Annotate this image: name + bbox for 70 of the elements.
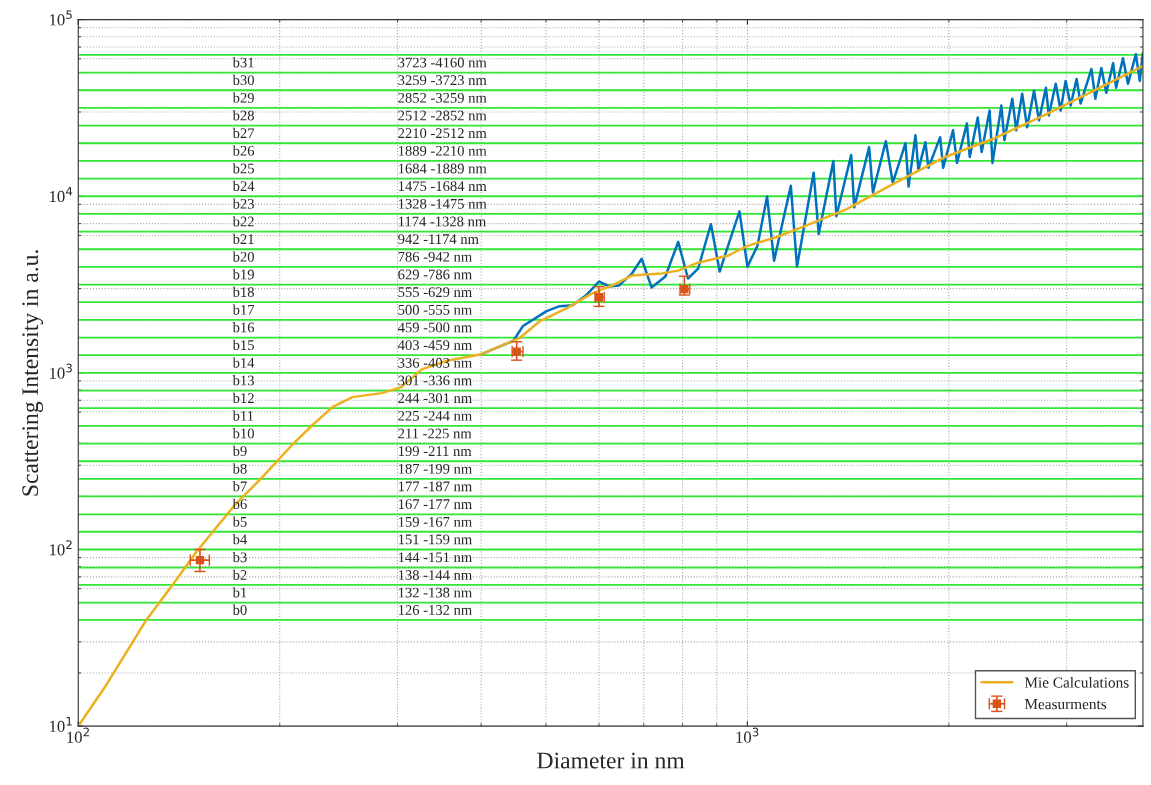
annotation: b13 xyxy=(232,375,254,386)
annotation: 555 -629 nm xyxy=(398,287,472,298)
legend-label: Mie Calculations xyxy=(1024,676,1129,688)
annotation: b11 xyxy=(232,410,254,421)
annotation: b5 xyxy=(232,516,247,527)
annotation: b8 xyxy=(232,463,247,474)
annotation: b18 xyxy=(232,286,254,298)
annotation: b25 xyxy=(232,163,254,174)
annotation: 132 -138 nm xyxy=(398,587,472,598)
annotation: b30 xyxy=(232,74,254,86)
annotation: 2512 -2852 nm xyxy=(398,110,487,121)
annotation: 159 -167 nm xyxy=(398,516,472,527)
annotation: 187 -199 nm xyxy=(398,463,472,474)
annotation: 177 -187 nm xyxy=(398,481,472,492)
annotation: b23 xyxy=(232,198,254,209)
y-tick-label: 10$^{1}$ xyxy=(50,716,72,732)
y-tick-label: 10$^{5}$ xyxy=(50,10,72,26)
annotation: b21 xyxy=(232,233,254,245)
annotation: b7 xyxy=(232,481,247,492)
annotation: 629 -786 nm xyxy=(398,269,472,280)
annotation: 1328 -1475 nm xyxy=(398,198,487,209)
annotation: b28 xyxy=(232,110,254,121)
annotation: 500 -555 nm xyxy=(398,304,472,315)
annotation: b27 xyxy=(232,127,255,139)
annotation: 138 -144 nm xyxy=(398,570,472,580)
annotation: b26 xyxy=(232,145,255,156)
x-axis-title: Diameter in nm xyxy=(537,752,685,769)
annotation: b15 xyxy=(232,339,254,351)
annotation: 1889 -2210 nm xyxy=(398,145,487,156)
annotation: b14 xyxy=(232,357,255,368)
annotation: b31 xyxy=(232,57,254,68)
annotation: 199 -211 nm xyxy=(398,446,472,457)
annotation: 786 -942 nm xyxy=(398,251,472,262)
annotation: 1684 -1889 nm xyxy=(398,163,487,174)
annotation: 151 -159 nm xyxy=(398,534,472,545)
annotation: 244 -301 nm xyxy=(398,393,472,404)
annotation: 942 -1174 nm xyxy=(398,234,479,245)
annotation: b19 xyxy=(232,269,254,280)
y-tick-label: 10$^{3}$ xyxy=(50,363,72,379)
y-tick-label: 10$^{2}$ xyxy=(50,540,72,556)
annotation: 2852 -3259 nm xyxy=(398,92,487,103)
annotation: b0 xyxy=(232,604,247,615)
annotation: 3723 -4160 nm xyxy=(398,57,487,68)
annotation: b1 xyxy=(232,587,247,598)
annotation: 459 -500 nm xyxy=(397,322,472,333)
y-axis-title: Scattering Intensity in a.u. xyxy=(22,250,44,496)
annotation: b17 xyxy=(232,304,255,315)
annotation: b29 xyxy=(232,92,254,103)
annotation: b16 xyxy=(232,322,255,333)
annotation: b10 xyxy=(232,428,254,439)
y-tick-label: 10$^{4}$ xyxy=(50,187,73,203)
annotation: b4 xyxy=(232,534,247,545)
annotation: b24 xyxy=(232,180,255,192)
legend-label: Measurments xyxy=(1024,699,1107,710)
annotation: b12 xyxy=(232,392,254,404)
annotation: b3 xyxy=(232,551,247,563)
annotation: b9 xyxy=(232,445,247,457)
annotation: 2210 -2512 nm xyxy=(398,128,487,139)
annotation: 211 -225 nm xyxy=(398,428,472,439)
annotation: 126 -132 nm xyxy=(398,605,472,615)
annotation: 167 -177 nm xyxy=(398,499,472,510)
annotation: 403 -459 nm xyxy=(397,340,472,351)
annotation: 144 -151 nm xyxy=(398,552,472,563)
annotation: 1174 -1328 nm xyxy=(398,216,487,227)
annotation: 3259 -3723 nm xyxy=(398,75,487,86)
annotation: 1475 -1684 nm xyxy=(398,181,487,192)
annotation: b2 xyxy=(232,569,247,580)
annotation: 225 -244 nm xyxy=(398,410,472,421)
annotation: b22 xyxy=(232,216,254,227)
annotation: b20 xyxy=(232,251,254,262)
